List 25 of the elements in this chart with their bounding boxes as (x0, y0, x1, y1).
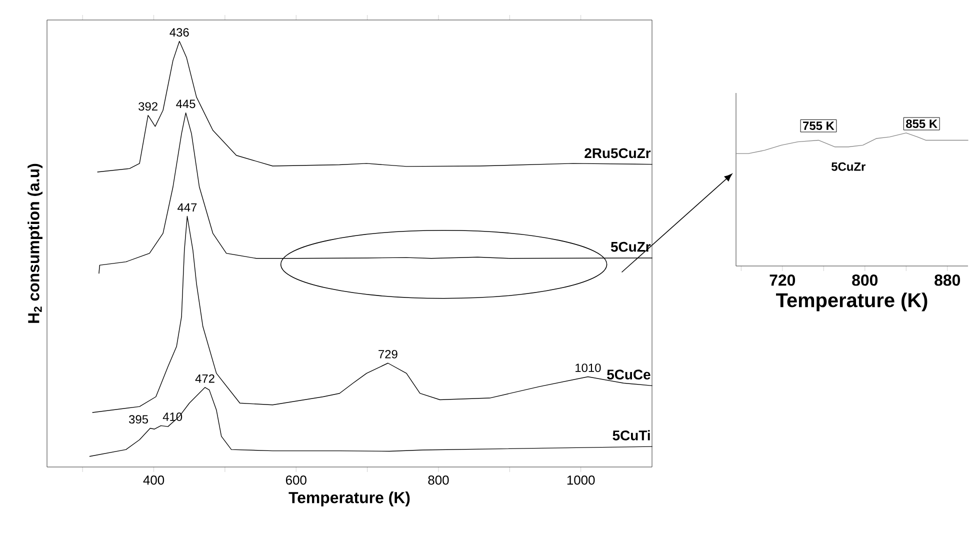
annotation: 445 (176, 100, 196, 108)
annotation: 392 (138, 102, 158, 111)
x-tick-label: 720 (770, 274, 796, 286)
x-tick-label: 1000 (567, 476, 595, 485)
x-tick-label: 880 (934, 274, 960, 286)
annotation: 1010 (576, 364, 601, 372)
x-tick-label: 800 (428, 476, 449, 485)
annotation: 395 (129, 415, 148, 424)
x-axis-title: Temperature (K) (776, 292, 928, 312)
annotation: 729 (378, 350, 398, 358)
annotation: 755 K (803, 122, 834, 130)
series-label: 5CuZr (610, 242, 651, 252)
annotation: 472 (195, 374, 214, 383)
x-axis-title: Temperature (K) (288, 492, 410, 506)
annotation: 855 K (906, 120, 938, 128)
series-label: 5CuTi (612, 430, 650, 440)
x-tick-label: 800 (852, 274, 878, 286)
series-label: 5CuCe (607, 370, 650, 380)
x-tick-label: 600 (286, 476, 306, 485)
annotation: 447 (178, 203, 197, 212)
y-axis-title: H$_{2}$ consumption (a.u) (28, 164, 42, 323)
x-tick-label: 400 (143, 476, 164, 485)
annotation: 436 (170, 28, 189, 37)
series-label: 2Ru5CuZr (584, 148, 651, 158)
series-label: 5CuZr (832, 162, 866, 171)
